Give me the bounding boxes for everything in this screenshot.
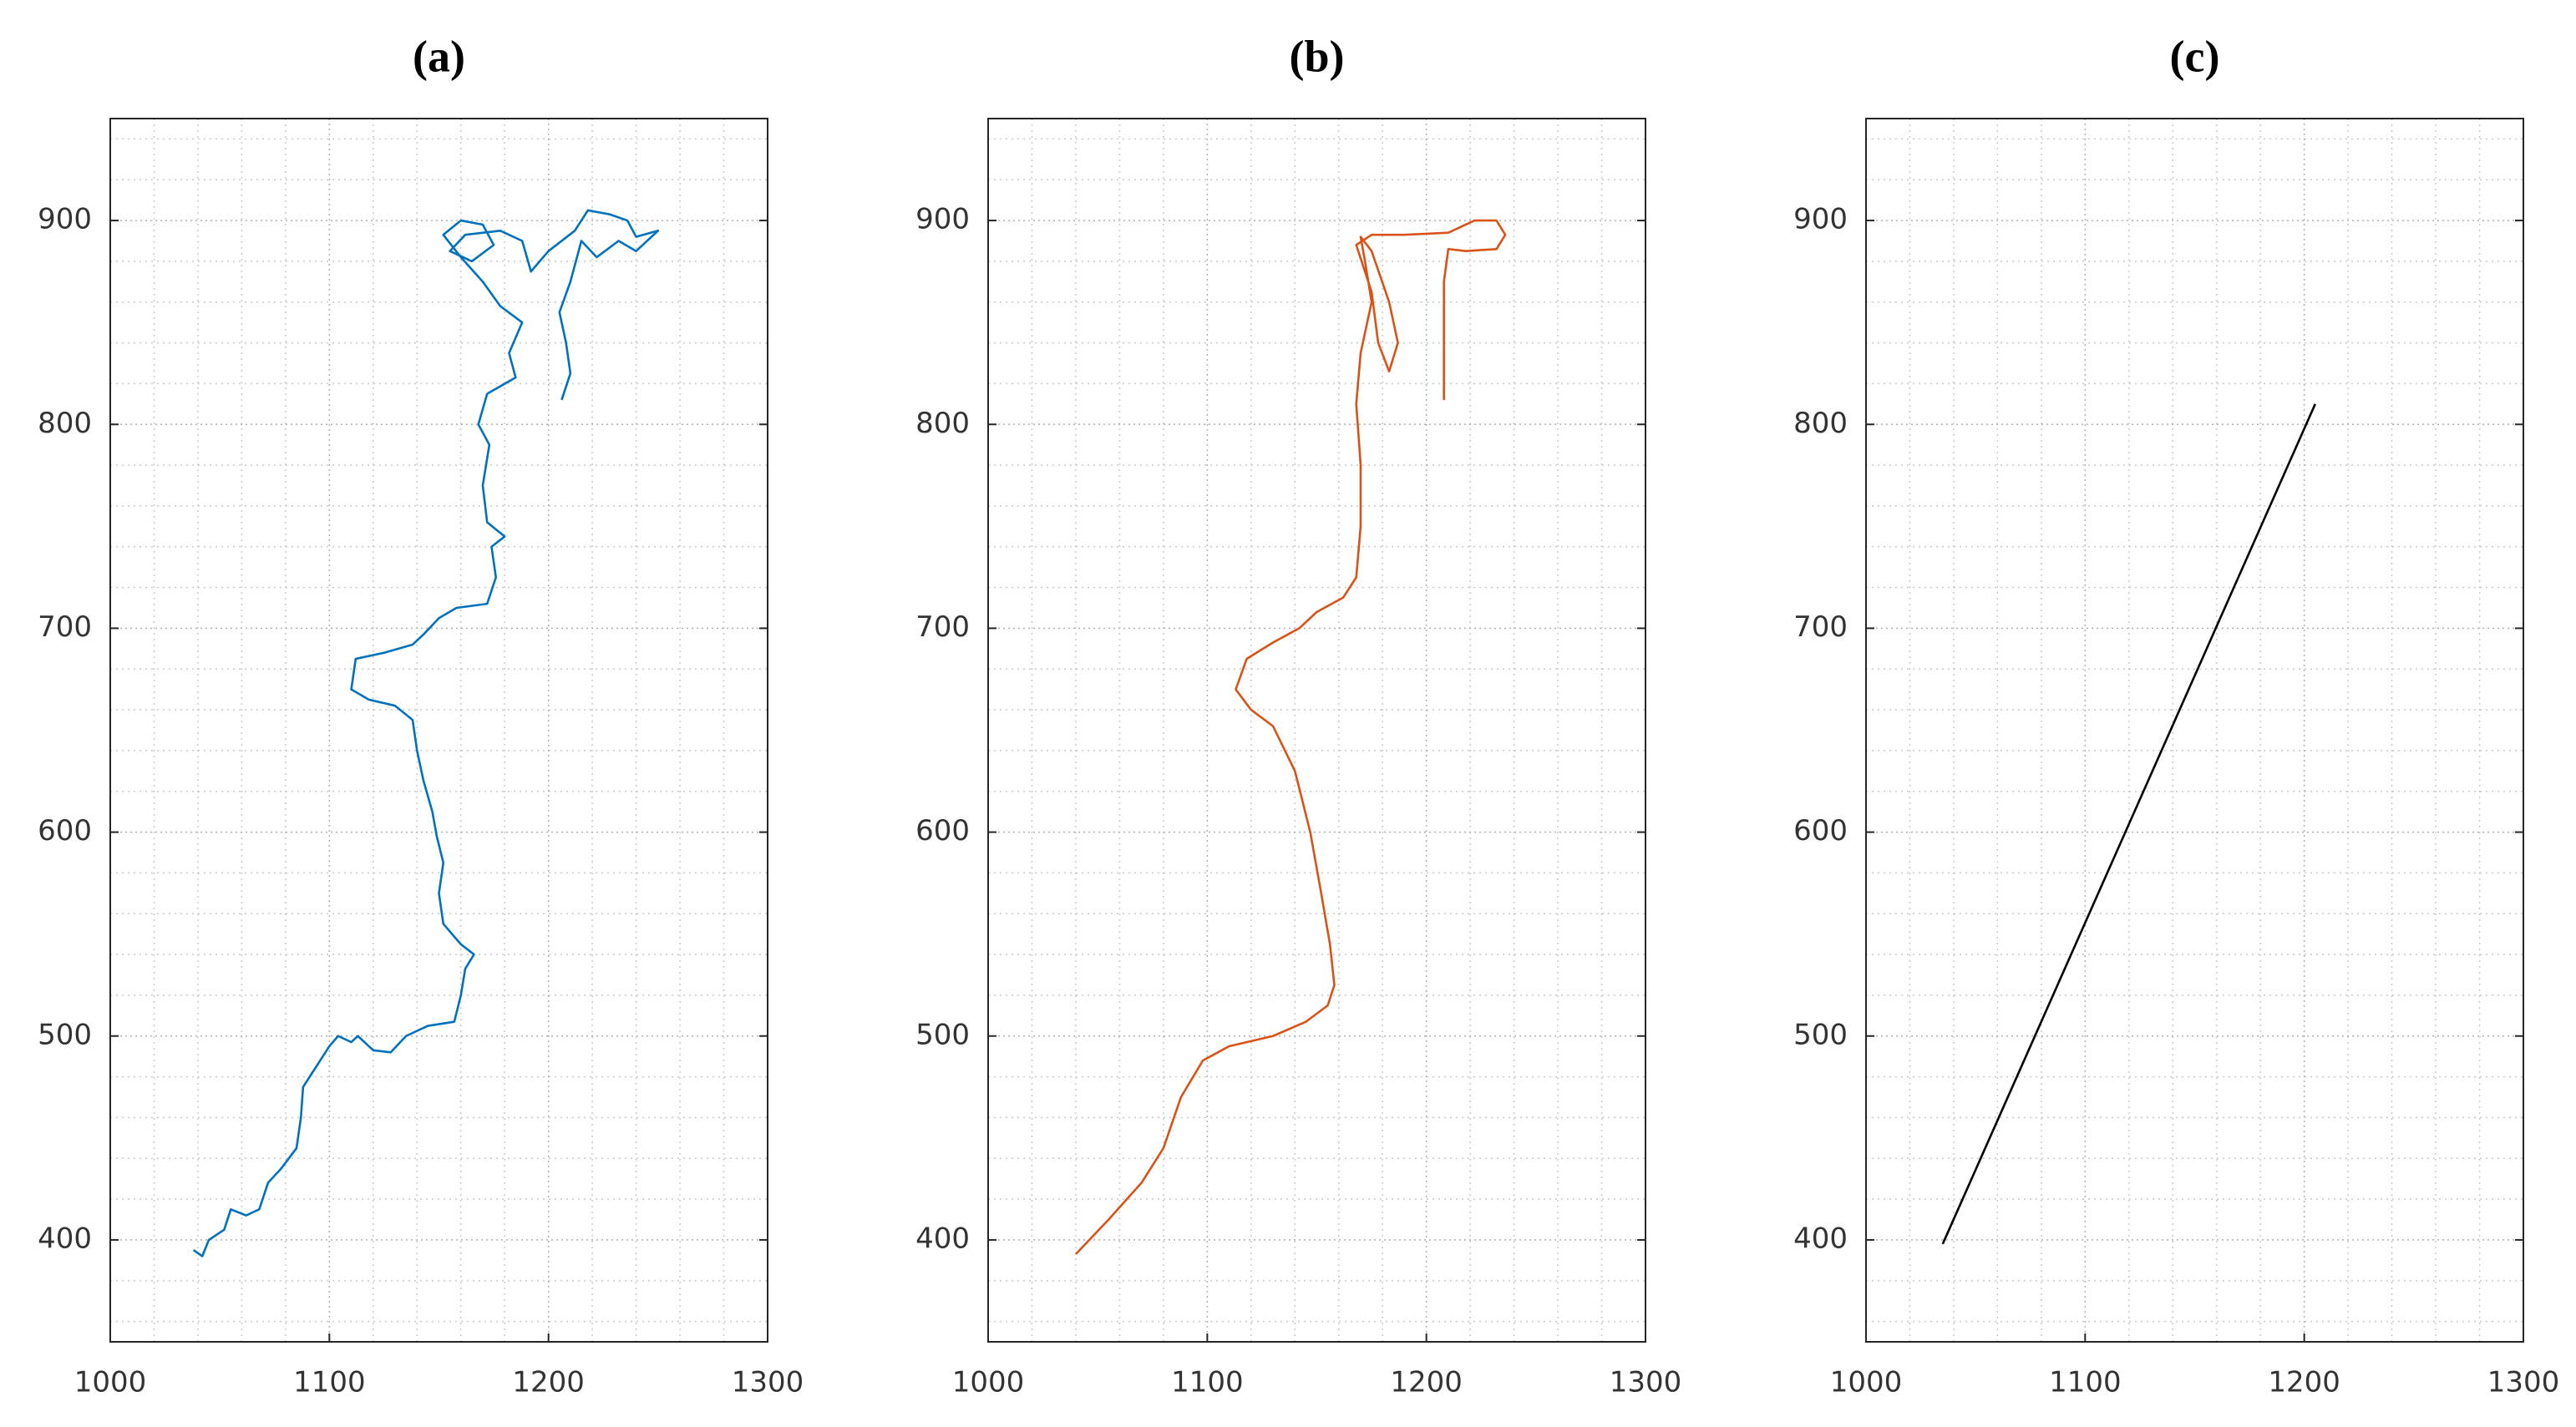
y-tick-label: 700 (915, 610, 970, 644)
y-tick-label: 800 (1793, 407, 1848, 440)
x-tick-label: 1300 (1610, 1366, 1682, 1399)
x-tick-label: 1100 (293, 1366, 366, 1399)
plot-frame (987, 118, 1646, 1343)
chart-title: (a) (413, 31, 465, 81)
y-tick-label: 700 (1793, 610, 1848, 644)
trajectory (1074, 219, 1507, 1255)
x-tick-label: 1000 (1830, 1366, 1903, 1399)
x-tick-label: 1200 (1390, 1366, 1463, 1399)
y-tick-label: 900 (38, 203, 92, 236)
y-tick-label: 700 (38, 610, 92, 644)
plot-frame (109, 118, 768, 1343)
plot-frame (1865, 118, 2524, 1343)
x-tick-label: 1000 (74, 1366, 147, 1399)
y-tick-label: 900 (1793, 203, 1848, 236)
y-tick-label: 400 (38, 1222, 92, 1255)
trajectory (192, 209, 660, 1257)
y-tick-label: 500 (1793, 1018, 1848, 1051)
x-tick-label: 1100 (1171, 1366, 1244, 1399)
y-tick-label: 400 (915, 1222, 970, 1255)
y-tick-label: 500 (915, 1018, 970, 1051)
y-tick-label: 600 (38, 814, 92, 848)
x-tick-label: 1000 (952, 1366, 1025, 1399)
trajectory (1941, 403, 2316, 1245)
y-tick-label: 800 (38, 407, 92, 440)
y-tick-label: 600 (1793, 814, 1848, 848)
chart-title: (b) (1290, 31, 1345, 81)
x-tick-label: 1300 (732, 1366, 804, 1399)
y-tick-label: 600 (915, 814, 970, 848)
x-tick-label: 1200 (512, 1366, 585, 1399)
y-tick-label: 500 (38, 1018, 92, 1051)
x-tick-label: 1100 (2049, 1366, 2122, 1399)
y-tick-label: 800 (915, 407, 970, 440)
chart-title: (c) (2170, 31, 2220, 81)
x-tick-label: 1300 (2487, 1366, 2560, 1399)
y-tick-label: 900 (915, 203, 970, 236)
y-tick-label: 400 (1793, 1222, 1848, 1255)
x-tick-label: 1200 (2268, 1366, 2340, 1399)
